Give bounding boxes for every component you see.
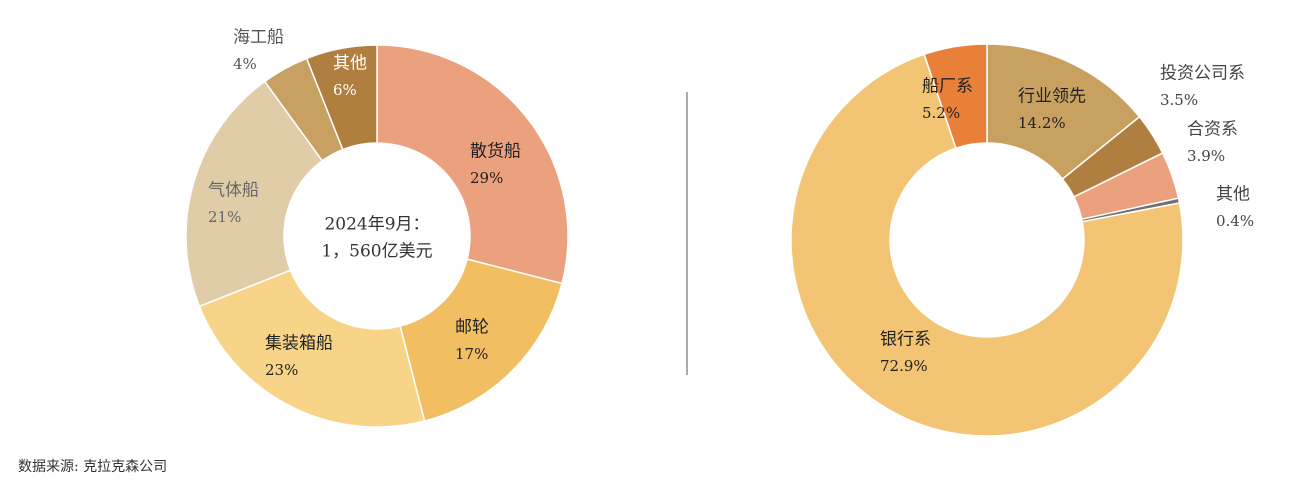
slice [923,43,988,150]
value-label: 23% [265,361,298,379]
value-label: 6% [333,81,357,99]
value-label: 3.5% [1160,91,1198,109]
slice-label: 海工船 [233,28,284,48]
slice-label: 投资公司系 [1160,64,1245,84]
slice-label: 邮轮 [455,318,489,338]
value-label: 0.4% [1216,212,1254,230]
slice-label: 其他 [1216,185,1250,205]
value-label: 29% [470,169,503,187]
slice-label: 行业领先 [1018,87,1086,107]
value-label: 21% [208,208,241,226]
slice [198,269,426,428]
slice [376,44,569,285]
value-label: 3.9% [1187,147,1225,165]
center-text: 1，560亿美元 [321,242,432,262]
slice-label: 银行系 [880,330,931,350]
slice [790,53,1184,437]
center-text: 2024年9月： [324,215,429,235]
slice-label: 合资系 [1187,120,1238,140]
slice [399,258,563,422]
value-label: 17% [455,345,488,363]
slice [185,80,324,308]
slice-label: 气体船 [208,181,259,201]
slice-label: 船厂系 [922,77,973,97]
source: 数据来源: 克拉克森公司 [18,459,167,475]
value-label: 14.2% [1018,114,1066,132]
slice-label: 集装箱船 [265,334,333,354]
value-label: 72.9% [880,357,928,375]
slice-label: 散货船 [470,142,521,162]
slice-label: 其他 [333,54,367,74]
value-label: 4% [233,55,257,73]
value-label: 5.2% [922,104,960,122]
slice [305,44,378,151]
